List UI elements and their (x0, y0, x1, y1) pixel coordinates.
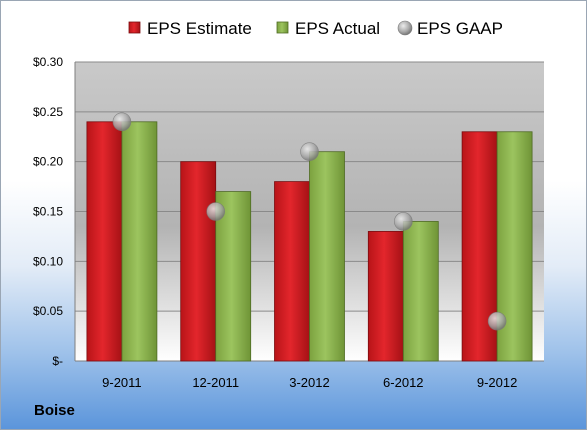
x-tick-label: 6-2012 (383, 375, 423, 390)
marker-eps-gaap (112, 112, 132, 132)
legend-swatch (276, 21, 289, 34)
bar-eps-actual (215, 191, 252, 362)
y-tick-label: $0.05 (33, 304, 63, 318)
y-tick-label: $0.20 (33, 155, 63, 169)
y-tick-label: $0.25 (33, 105, 63, 119)
marker-eps-gaap (393, 212, 413, 231)
legend-label: EPS Actual (295, 19, 380, 38)
legend: EPS Estimate EPS Actual EPS GAAP (128, 19, 503, 38)
y-tick-label: $0.30 (33, 55, 63, 69)
bar-eps-estimate (367, 231, 404, 362)
bar-eps-estimate (86, 121, 123, 362)
legend-label: EPS GAAP (417, 19, 503, 38)
marker-eps-gaap (487, 311, 507, 331)
y-tick-label: $0.15 (33, 205, 63, 219)
legend-item: EPS GAAP (397, 19, 503, 38)
legend-swatch (397, 20, 413, 36)
x-tick-label: 3-2012 (289, 375, 329, 390)
legend-item: EPS Actual (276, 19, 380, 38)
marker-eps-gaap (206, 202, 225, 221)
bar-eps-actual (402, 221, 439, 362)
marker-eps-gaap (300, 142, 319, 161)
bars (86, 121, 533, 362)
bar-eps-actual (309, 151, 345, 362)
legend-swatch (128, 21, 141, 34)
legend-item: EPS Estimate (128, 19, 252, 38)
x-axis: 9-2011 12-2011 3-2012 6-2012 9-2012 (102, 375, 517, 390)
bar-eps-estimate (180, 161, 217, 362)
bar-eps-estimate (274, 181, 310, 362)
gaap-markers (112, 112, 507, 331)
y-tick-label: $0.10 (33, 254, 63, 268)
x-tick-label: 12-2011 (192, 375, 239, 390)
y-tick-label: $- (52, 354, 63, 368)
company-name: Boise (34, 402, 75, 419)
x-tick-label: 9-2012 (477, 375, 517, 390)
legend-label: EPS Estimate (147, 19, 252, 38)
bar-eps-actual (121, 121, 158, 362)
x-tick-label: 9-2011 (102, 375, 142, 390)
y-axis: $- $0.05 $0.10 $0.15 $0.20 $0.25 $0.30 (33, 55, 76, 368)
